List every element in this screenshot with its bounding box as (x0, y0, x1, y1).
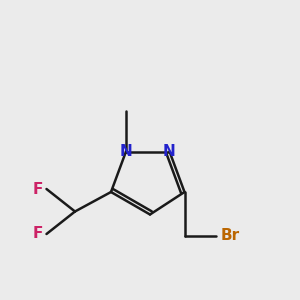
Text: F: F (33, 226, 44, 242)
Text: F: F (33, 182, 44, 196)
Text: Br: Br (220, 228, 240, 243)
Text: N: N (163, 144, 176, 159)
Text: N: N (120, 144, 132, 159)
